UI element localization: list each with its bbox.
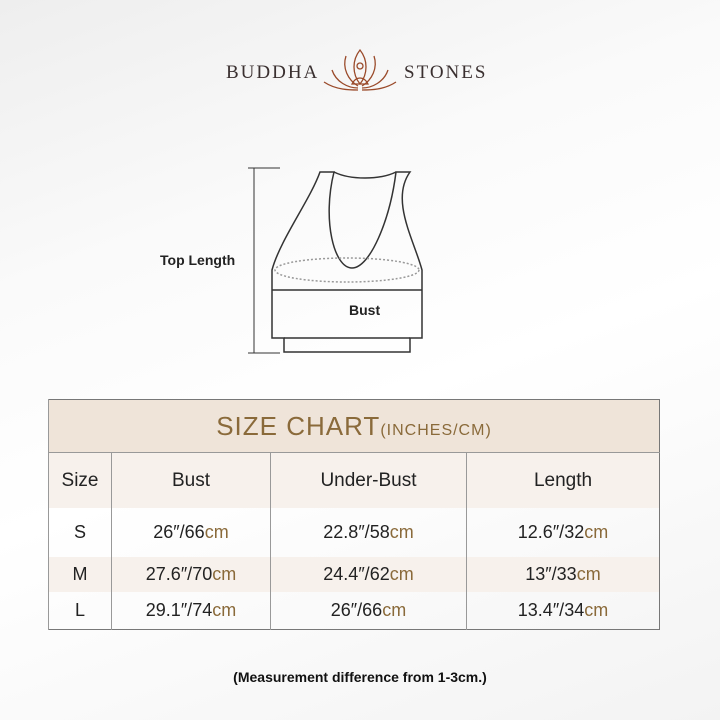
table-row: S 26″/66cm 22.8″/58cm 12.6″/32cm <box>48 508 660 557</box>
measurement-note: (Measurement difference from 1-3cm.) <box>233 669 487 685</box>
header-size: Size <box>48 452 112 508</box>
under-bust-cell: 24.4″/62cm <box>270 557 467 592</box>
size-chart-title: SIZE CHART(INCHES/CM) <box>48 399 660 453</box>
bust-cell: 29.1″/74cm <box>111 592 271 629</box>
sports-bra-diagram <box>248 167 423 354</box>
size-cell: M <box>48 557 112 592</box>
length-cell: 13.4″/34cm <box>466 592 660 629</box>
bust-cell: 26″/66cm <box>111 508 271 557</box>
header-bust: Bust <box>111 452 271 508</box>
size-cell: L <box>48 592 112 629</box>
header-length: Length <box>466 452 660 508</box>
brand-left: BUDDHA <box>226 62 320 83</box>
under-bust-cell: 26″/66cm <box>270 592 467 629</box>
length-cell: 12.6″/32cm <box>466 508 660 557</box>
table-row: L 29.1″/74cm 26″/66cm 13.4″/34cm <box>48 592 660 629</box>
under-bust-cell: 22.8″/58cm <box>270 508 467 557</box>
size-chart-table: SIZE CHART(INCHES/CM) Size Bust Under-Bu… <box>48 399 660 630</box>
table-header-row: Size Bust Under-Bust Length <box>48 452 660 508</box>
size-cell: S <box>48 508 112 557</box>
table-row: M 27.6″/70cm 24.4″/62cm 13″/33cm <box>48 557 660 592</box>
lotus-meditation-icon <box>323 48 397 91</box>
bust-cell: 27.6″/70cm <box>111 557 271 592</box>
length-cell: 13″/33cm <box>466 557 660 592</box>
header-under-bust: Under-Bust <box>270 452 467 508</box>
brand-right: STONES <box>404 62 488 83</box>
bust-label: Bust <box>349 302 381 318</box>
top-length-label: Top Length <box>160 252 236 268</box>
